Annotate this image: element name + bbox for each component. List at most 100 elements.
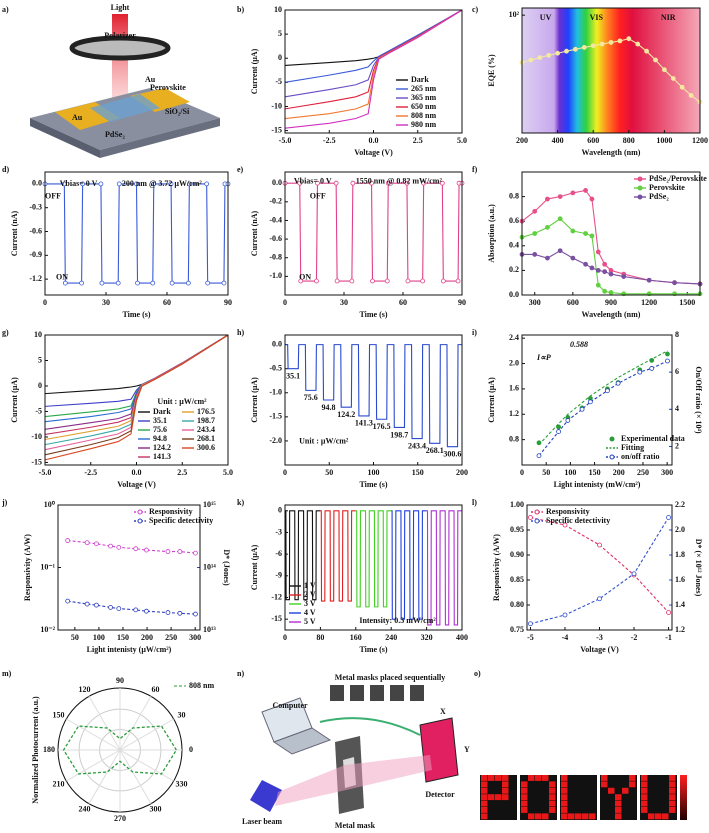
- data-point: [545, 224, 550, 230]
- diagram-text: Y: [464, 745, 470, 754]
- data-point: [646, 277, 652, 283]
- data-point: [177, 549, 183, 554]
- data-point: [165, 549, 171, 554]
- x-tick-label: 1500: [679, 298, 695, 307]
- y-tick-label: -15: [271, 125, 282, 134]
- y2-tick-label: 2: [675, 441, 679, 450]
- theta-tick-label: 180: [43, 745, 55, 754]
- x-tick-label: 250: [165, 633, 177, 642]
- step-label: 176.5: [373, 422, 391, 431]
- y2-axis-label: On/Off ratio (× 10⁴): [694, 366, 703, 434]
- legend-label: 198.7: [197, 416, 215, 425]
- data-point: [644, 48, 649, 54]
- x-tick-label: 60: [399, 298, 407, 307]
- y-tick-label: -6: [275, 549, 282, 558]
- x-axis-label: Light intenisty (μW/cm²): [87, 645, 172, 654]
- x-tick-label: -5.0: [279, 136, 292, 145]
- data-point: [116, 606, 122, 611]
- diagram-text: Metal mask: [335, 821, 376, 830]
- data-point: [144, 547, 149, 553]
- x-axis-label: Time (s): [359, 310, 387, 319]
- image-pixel: [561, 787, 568, 794]
- image-pixel: [502, 794, 509, 801]
- data-point: [80, 181, 86, 187]
- legend-marker: [637, 185, 643, 191]
- series-line: [62, 725, 178, 775]
- x-tick-label: 50: [71, 633, 79, 642]
- y-tick-label: 0.8: [509, 434, 519, 443]
- panel-label: b): [237, 5, 244, 14]
- panel-label: f): [472, 165, 478, 174]
- step-label: 268.1: [426, 446, 444, 455]
- y2-tick-label: 10¹⁵: [203, 500, 216, 509]
- data-point: [608, 290, 614, 295]
- x-tick-label: 200: [516, 136, 528, 145]
- legend-label: 124.2: [153, 443, 171, 452]
- y-axis-label: Current (μA): [10, 377, 19, 423]
- diagram-text: Au: [72, 113, 83, 122]
- y-axis-label: Responsivity (A/W): [492, 534, 501, 601]
- mask-icon: [390, 685, 404, 701]
- x-tick-label: 200: [141, 633, 153, 642]
- data-point: [621, 274, 627, 279]
- plot-area: [282, 180, 465, 284]
- data-point: [564, 48, 569, 54]
- data-point: [557, 194, 563, 200]
- x-axis-label: Time (s): [359, 480, 387, 489]
- x-axis-label: Time (s): [359, 645, 387, 654]
- x-tick-label: 100: [368, 468, 380, 477]
- theta-tick-label: 300: [150, 805, 162, 814]
- substrate: [30, 88, 220, 150]
- x-tick-label: 900: [605, 298, 617, 307]
- data-point: [597, 542, 602, 548]
- y-tick-label: -1.0: [269, 388, 282, 397]
- y-tick-label: -1.2: [29, 274, 42, 283]
- series-line: [426, 510, 462, 626]
- theta-tick-label: 210: [53, 779, 65, 788]
- legend-title: Unit : μW/cm²: [157, 397, 207, 406]
- data-point: [405, 278, 411, 284]
- data-point: [193, 611, 198, 617]
- x-tick-label: 0.0: [132, 468, 142, 477]
- y-tick-label: -1.0: [269, 271, 282, 280]
- panel-a: a) Light Polarizer Au Perovskite PdSe₂ S…: [2, 3, 220, 158]
- data-point: [570, 190, 576, 196]
- x-tick-label: 160: [350, 633, 362, 642]
- y2-tick-label: 2.2: [675, 500, 685, 509]
- data-point: [617, 38, 623, 44]
- image-pixel: [528, 813, 535, 820]
- y-tick-label: 0.80: [510, 600, 524, 609]
- legend-marker: [137, 518, 143, 524]
- y2-tick-label: 10¹⁴: [203, 562, 216, 571]
- image-pixel: [502, 775, 509, 781]
- data-point: [79, 280, 84, 286]
- polar-spoke: [66, 749, 121, 782]
- x-axis-label: Wavelength (nm): [582, 310, 641, 319]
- data-point: [649, 366, 655, 371]
- y-tick-label: 0.4: [509, 241, 519, 250]
- image-pixel: [488, 775, 495, 781]
- x-tick-label: 0: [520, 468, 524, 477]
- plot-area: [65, 538, 198, 617]
- legend-label: 980 nm: [411, 120, 436, 129]
- y-tick-label: 0.0: [509, 290, 519, 299]
- diagram-text: Detector: [425, 790, 455, 799]
- polar-spoke: [66, 718, 121, 751]
- mask-icon: [370, 685, 384, 701]
- data-point: [385, 180, 391, 186]
- y-tick-label: 10⁻²: [40, 625, 55, 634]
- y-tick-label: 5: [38, 355, 42, 364]
- data-point: [455, 278, 461, 284]
- annotation: VIS: [590, 13, 604, 22]
- x-tick-label: 90: [224, 298, 232, 307]
- image-pixel: [561, 813, 568, 820]
- x-tick-label: 50: [542, 468, 550, 477]
- polar-spoke: [119, 749, 174, 782]
- data-point: [99, 280, 105, 286]
- x-tick-label: -5: [527, 633, 534, 642]
- data-point: [528, 621, 533, 627]
- y-tick-label: 10⁻¹: [40, 562, 55, 571]
- legend-label: 94.8: [153, 434, 167, 443]
- image-pixel: [561, 800, 568, 807]
- data-point: [65, 598, 71, 604]
